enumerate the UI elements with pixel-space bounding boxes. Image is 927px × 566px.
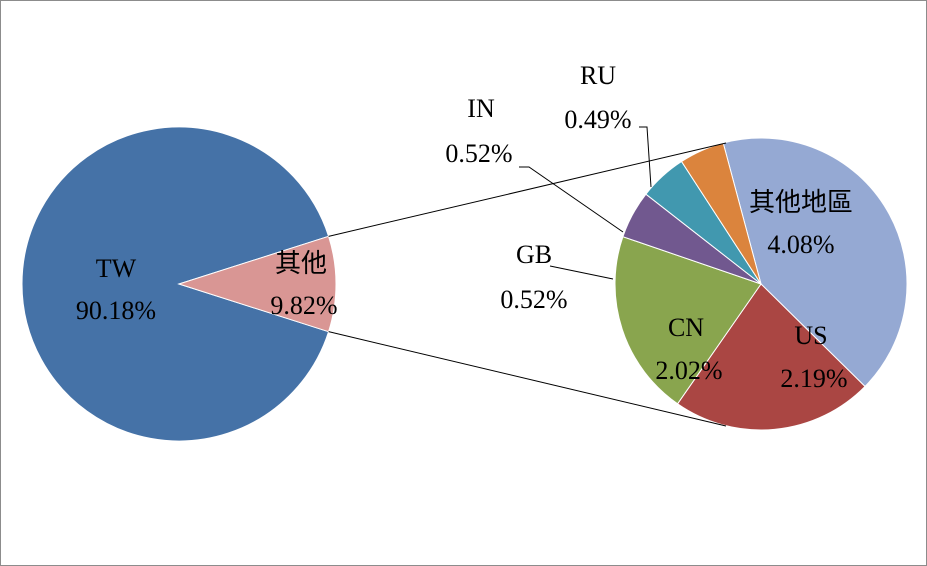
main-other-1-value-label: 9.82% xyxy=(270,291,337,320)
secondary-slice-cn xyxy=(614,236,762,405)
main-other-1-label: 其他 xyxy=(275,249,327,278)
secondary-other-0-label: 其他地區 xyxy=(749,188,853,217)
secondary-gb-value-label: 0.52% xyxy=(500,285,567,314)
secondary-slice-us xyxy=(676,283,866,431)
secondary-us-value-label: 2.19% xyxy=(780,364,847,393)
main-slice-other-1 xyxy=(177,235,337,333)
main-tw-value-label: 90.18% xyxy=(76,296,156,325)
secondary-gb-leader-line xyxy=(549,265,614,280)
secondary-pie xyxy=(614,137,908,431)
secondary-in-label: IN xyxy=(467,94,495,123)
connector-lines xyxy=(328,142,727,427)
secondary-cn-label: CN xyxy=(668,313,704,342)
secondary-ru-label: RU xyxy=(580,61,616,90)
secondary-slice-other-0 xyxy=(722,137,908,388)
secondary-cn-value-label: 2.02% xyxy=(655,356,722,385)
secondary-in-value-label: 0.52% xyxy=(445,139,512,168)
secondary-other-0-value-label: 4.08% xyxy=(767,230,834,259)
secondary-ru-value-label: 0.49% xyxy=(564,105,631,134)
secondary-us-label: US xyxy=(794,321,827,350)
secondary-gb-label: GB xyxy=(516,240,552,269)
data-labels: TW 90.18% 其他 9.82% 其他地區 4.08% US 2.19% CN 2.02% GB… xyxy=(76,61,853,393)
main-pie xyxy=(21,126,337,442)
secondary-ru-leader-line xyxy=(639,126,652,188)
connector-line-top xyxy=(328,142,727,237)
connector-line-bottom xyxy=(328,331,727,427)
leader-lines xyxy=(519,126,652,280)
main-tw-label: TW xyxy=(96,254,137,283)
secondary-in-leader-line xyxy=(519,166,624,233)
secondary-slice-ru xyxy=(680,142,762,285)
main-slice-tw xyxy=(21,126,330,442)
